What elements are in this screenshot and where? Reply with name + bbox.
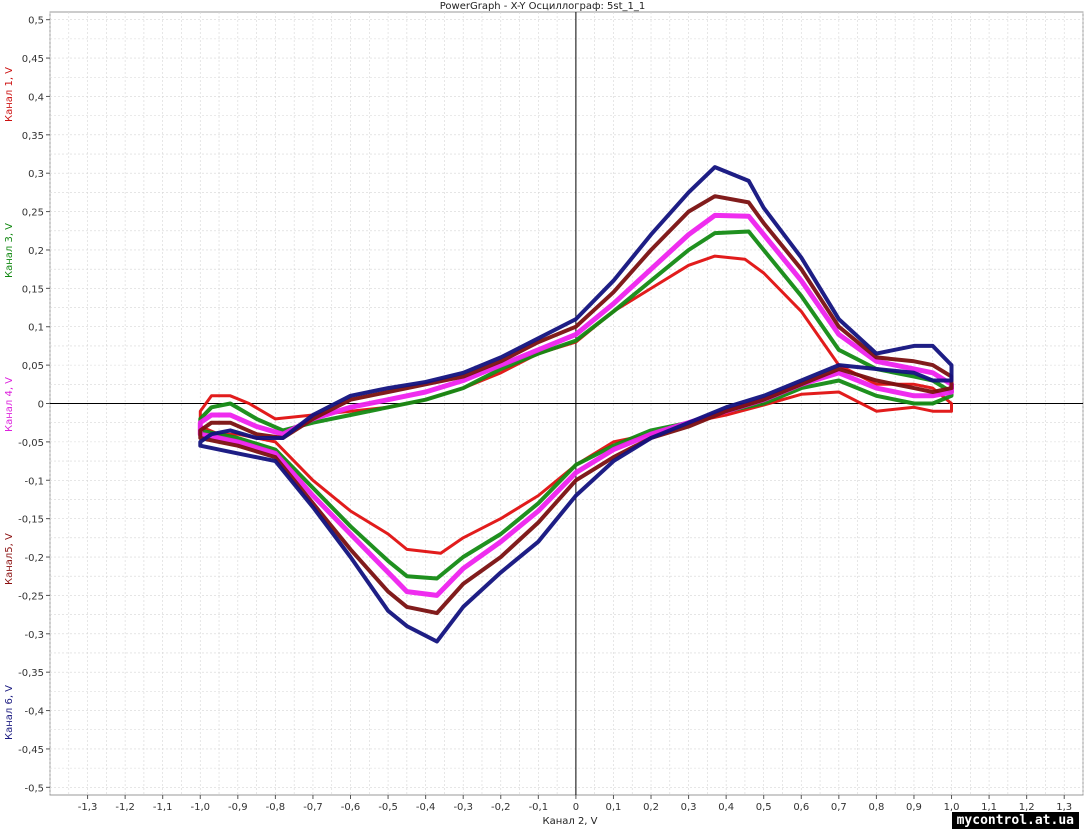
x-tick-label: -0,1: [529, 802, 549, 813]
y-tick-label: 0,25: [22, 208, 44, 219]
x-tick-label: -0,3: [453, 802, 473, 813]
x-tick-label: -0,2: [491, 802, 511, 813]
y-tick-label: 0,35: [22, 131, 44, 142]
x-tick-label: -1,0: [190, 802, 210, 813]
x-tick-label: -1,2: [115, 802, 135, 813]
y-axis-label-channel-1: Канал 1, V: [4, 66, 15, 122]
y-tick-label: 0: [38, 400, 44, 411]
x-tick-label: 1,1: [981, 802, 997, 813]
y-tick-label: 0,3: [28, 169, 44, 180]
y-axis-label-channel-4: Канал 4, V: [4, 376, 15, 432]
watermark: mycontrol.at.ua: [951, 812, 1079, 829]
x-tick-label: -0,5: [378, 802, 398, 813]
x-tick-label: 0,7: [831, 802, 847, 813]
y-tick-label: -0,25: [18, 591, 44, 602]
x-tick-label: 0,5: [756, 802, 772, 813]
x-tick-label: 1,3: [1056, 802, 1072, 813]
y-axis-label-channel-3: Канал 3, V: [4, 222, 15, 278]
x-tick-label: 0,2: [643, 802, 659, 813]
x-tick-label: 0,8: [868, 802, 884, 813]
x-tick-label: -1,1: [153, 802, 173, 813]
y-tick-label: -0,35: [18, 668, 44, 679]
x-axis-label: Канал 2, V: [542, 816, 598, 827]
x-tick-label: -0,6: [341, 802, 361, 813]
x-tick-label: -0,9: [228, 802, 248, 813]
y-tick-label: -0,45: [18, 745, 44, 756]
y-tick-label: 0,2: [28, 246, 44, 257]
y-axis-label-channel-5: Канал5, V: [4, 533, 15, 585]
y-tick-label: -0,3: [24, 630, 44, 641]
y-tick-label: -0,1: [24, 476, 44, 487]
series-curve-5: [198, 165, 954, 644]
y-tick-label: -0,15: [18, 515, 44, 526]
x-tick-label: -0,8: [266, 802, 286, 813]
x-tick-label: 0,9: [906, 802, 922, 813]
y-tick-label: 0,15: [22, 284, 44, 295]
y-axis-label-channel-6: Канал 6, V: [4, 684, 15, 740]
y-tick-label: -0,4: [24, 707, 44, 718]
x-tick-label: -1,3: [78, 802, 98, 813]
chart-title: PowerGraph - X-Y Осциллограф: 5st_1_1: [439, 1, 646, 12]
x-tick-label: 0,1: [606, 802, 622, 813]
y-tick-label: -0,05: [18, 438, 44, 449]
x-tick-label: 0,6: [793, 802, 809, 813]
y-tick-label: 0,05: [22, 361, 44, 372]
y-tick-label: -0,5: [24, 783, 44, 794]
x-tick-label: 1,0: [944, 802, 960, 813]
x-tick-label: 0,3: [681, 802, 697, 813]
y-tick-label: -0,2: [24, 553, 44, 564]
y-tick-label: 0,4: [28, 92, 44, 103]
y-tick-label: 0,1: [28, 323, 44, 334]
y-tick-label: 0,45: [22, 54, 44, 65]
x-tick-label: -0,4: [416, 802, 436, 813]
x-tick-label: 0,4: [718, 802, 734, 813]
x-tick-label: -0,7: [303, 802, 323, 813]
x-tick-label: 0: [573, 802, 579, 813]
y-tick-label: 0,5: [28, 16, 44, 27]
x-tick-label: 1,2: [1019, 802, 1035, 813]
